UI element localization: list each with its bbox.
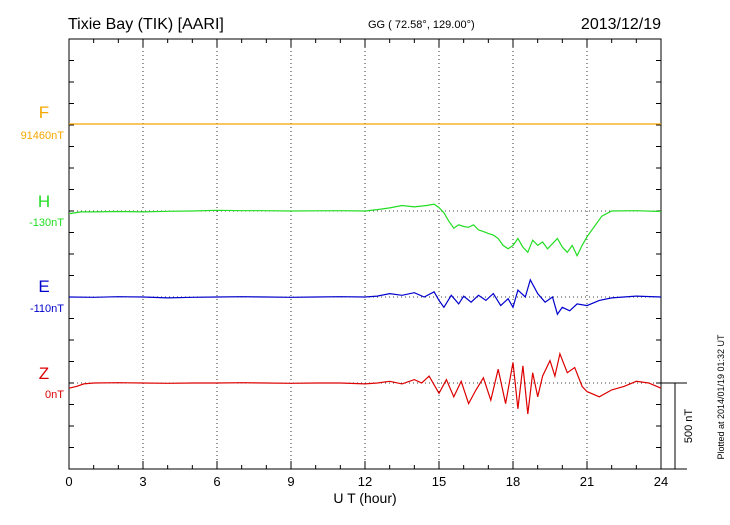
series-labels: F 91460nT H -130nT E -110nT Z 0nT xyxy=(21,103,65,401)
series-name-h: H xyxy=(38,192,50,211)
x-tick-label: 18 xyxy=(506,474,520,489)
x-tick-label: 21 xyxy=(580,474,594,489)
station-title: Tixie Bay (TIK) [AARI] xyxy=(68,16,224,33)
series-name-f: F xyxy=(39,103,49,122)
series-line-e xyxy=(68,278,662,316)
grid-lines xyxy=(69,39,661,469)
series-name-e: E xyxy=(38,277,49,296)
x-tick-label: 9 xyxy=(287,474,294,489)
scale-bar-label: 500 nT xyxy=(683,409,695,444)
x-tick-label: 12 xyxy=(358,474,372,489)
x-tick-label: 3 xyxy=(139,474,146,489)
series-lines xyxy=(68,123,662,415)
series-baseline-h: -130nT xyxy=(29,217,64,229)
tick-marks xyxy=(68,38,662,470)
x-axis-label: U T (hour) xyxy=(333,490,396,506)
series-line-h xyxy=(68,203,662,258)
x-tick-label: 24 xyxy=(654,474,668,489)
x-tick-label: 15 xyxy=(432,474,446,489)
series-baseline-z: 0nT xyxy=(45,389,64,401)
x-tick-labels: 0 3 6 9 12 15 18 21 24 xyxy=(65,474,668,489)
x-tick-label: 6 xyxy=(213,474,220,489)
date-label: 2013/12/19 xyxy=(581,16,661,33)
scale-bar: 500 nT xyxy=(661,382,695,470)
series-line-z xyxy=(68,351,662,415)
series-baseline-f: 91460nT xyxy=(21,130,65,142)
coordinates-label: GG ( 72.58°, 129.00°) xyxy=(368,19,475,31)
series-name-z: Z xyxy=(39,364,49,383)
x-tick-label: 0 xyxy=(65,474,72,489)
series-baseline-e: -110nT xyxy=(30,303,64,315)
plotted-note: Plotted at 2014/01/19 01:32 UT xyxy=(716,334,726,460)
